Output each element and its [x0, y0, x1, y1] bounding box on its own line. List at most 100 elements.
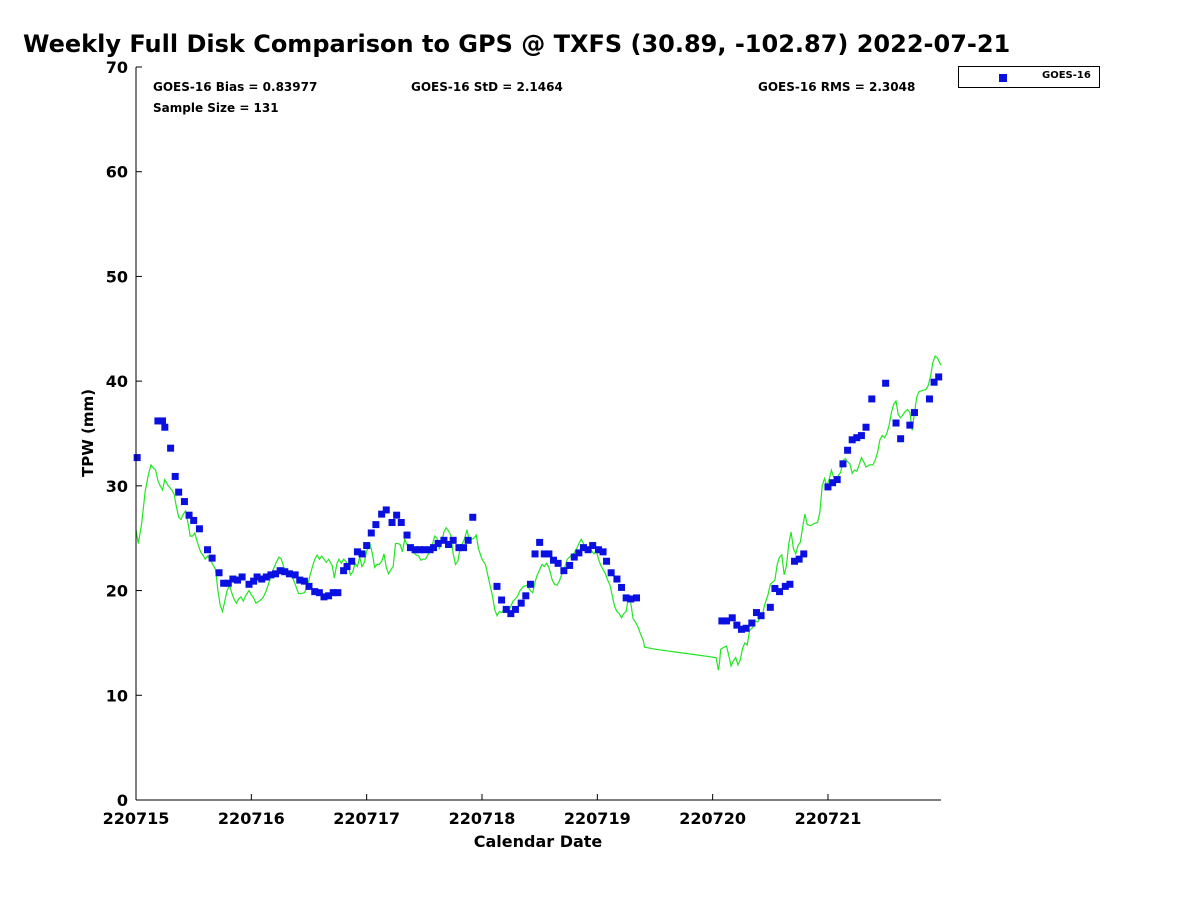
goes16-data-point: [545, 550, 553, 558]
goes16-data-point: [570, 553, 578, 561]
goes16-data-point: [925, 395, 933, 403]
goes16-data-point: [195, 525, 203, 533]
goes16-data-point: [786, 580, 794, 588]
goes16-data-point: [824, 483, 832, 491]
x-tick-label: 220715: [103, 809, 170, 828]
goes16-data-point: [250, 577, 258, 585]
goes16-data-point: [795, 555, 803, 563]
goes16-data-point: [522, 592, 530, 600]
goes16-data-point: [839, 460, 847, 468]
legend-marker-goes16: [999, 74, 1007, 82]
y-tick-label: 70: [106, 58, 128, 77]
goes16-data-point: [848, 436, 856, 444]
goes16-data-point: [633, 594, 641, 602]
goes16-data-point: [607, 569, 615, 577]
std-stat: GOES-16 StD = 2.1464: [411, 80, 563, 94]
goes16-data-point: [348, 557, 356, 565]
goes16-data-point: [742, 624, 750, 632]
x-tick-label: 220719: [564, 809, 631, 828]
goes16-data-point: [766, 603, 774, 611]
y-axis-ticks: 0 10 20 30 40 50 60 70: [106, 58, 142, 810]
goes16-data-point: [167, 444, 175, 452]
goes16-data-point: [584, 546, 592, 554]
goes16-data-point: [748, 619, 756, 627]
goes16-data-point: [340, 567, 348, 575]
goes16-data-point: [613, 575, 621, 583]
goes16-data-point: [464, 536, 472, 544]
goes16-data-point: [434, 539, 442, 547]
goes16-data-point: [411, 546, 419, 554]
goes16-data-point: [416, 546, 424, 554]
goes16-data-point: [722, 617, 730, 625]
goes16-data-point: [393, 511, 401, 519]
goes16-data-point: [752, 609, 760, 617]
goes16-data-point: [526, 580, 534, 588]
plot-area: [133, 354, 943, 671]
goes16-data-point: [276, 567, 284, 575]
chart-title: Weekly Full Disk Comparison to GPS @ TXF…: [23, 30, 1011, 58]
goes16-data-point: [575, 549, 583, 557]
goes16-data-point: [531, 550, 539, 558]
goes16-data-point: [469, 513, 477, 521]
goes16-data-point: [420, 546, 428, 554]
goes16-data-point: [175, 488, 183, 496]
goes16-data-point: [291, 571, 299, 579]
goes16-data-point: [511, 605, 519, 613]
rms-stat: GOES-16 RMS = 2.3048: [758, 80, 916, 94]
goes16-data-point: [627, 595, 635, 603]
goes16-data-point: [507, 610, 515, 618]
goes16-data-point: [430, 544, 438, 552]
goes16-data-point: [833, 476, 841, 484]
y-tick-label: 50: [106, 267, 128, 286]
goes16-data-point: [594, 546, 602, 554]
goes16-data-point: [445, 540, 453, 548]
goes16-data-point: [906, 421, 914, 429]
y-tick-label: 30: [106, 477, 128, 496]
goes16-data-point: [220, 579, 228, 587]
goes16-data-point: [781, 582, 789, 590]
goes16-data-point: [882, 379, 890, 387]
goes16-data-point: [549, 556, 557, 564]
goes16-data-point: [733, 621, 741, 629]
goes16-data-point: [776, 588, 784, 596]
goes16-data-point: [325, 592, 333, 600]
goes16-data-point: [622, 594, 630, 602]
goes16-data-point: [935, 373, 943, 381]
goes16-data-point: [190, 516, 198, 524]
goes16-data-point: [253, 573, 261, 581]
goes16-data-point: [353, 548, 361, 556]
goes16-data-point: [892, 419, 900, 427]
goes16-data-point: [853, 434, 861, 442]
goes16-data-point: [208, 554, 216, 562]
gps-series-line: [135, 354, 942, 671]
goes16-data-point: [406, 544, 414, 552]
x-tick-label: 220717: [333, 809, 400, 828]
goes16-data-point: [857, 432, 865, 440]
goes16-data-point: [238, 573, 246, 581]
goes16-data-point: [579, 544, 587, 552]
goes16-data-point: [185, 511, 193, 519]
goes16-data-point: [159, 417, 167, 425]
goes16-data-point: [560, 567, 568, 575]
goes16-data-point: [367, 529, 375, 537]
goes16-data-point: [800, 550, 808, 558]
goes16-data-point: [329, 589, 337, 597]
goes16-data-point: [296, 576, 304, 584]
goes16-data-point: [498, 596, 506, 604]
goes16-data-point: [771, 584, 779, 592]
goes16-data-point: [502, 605, 510, 613]
goes16-data-point: [285, 570, 293, 578]
goes16-data-point: [334, 589, 342, 597]
goes16-data-point: [757, 612, 765, 620]
goes16-data-point: [791, 557, 799, 565]
goes16-data-point: [272, 570, 280, 578]
goes16-data-point: [910, 409, 918, 417]
goes16-data-point: [171, 472, 179, 480]
goes16-data-point: [930, 378, 938, 386]
legend-label-goes16: GOES-16: [1042, 70, 1091, 81]
goes16-data-point: [358, 550, 366, 558]
goes16-data-point: [460, 544, 468, 552]
goes16-data-point: [267, 571, 275, 579]
goes16-data-point: [718, 617, 726, 625]
